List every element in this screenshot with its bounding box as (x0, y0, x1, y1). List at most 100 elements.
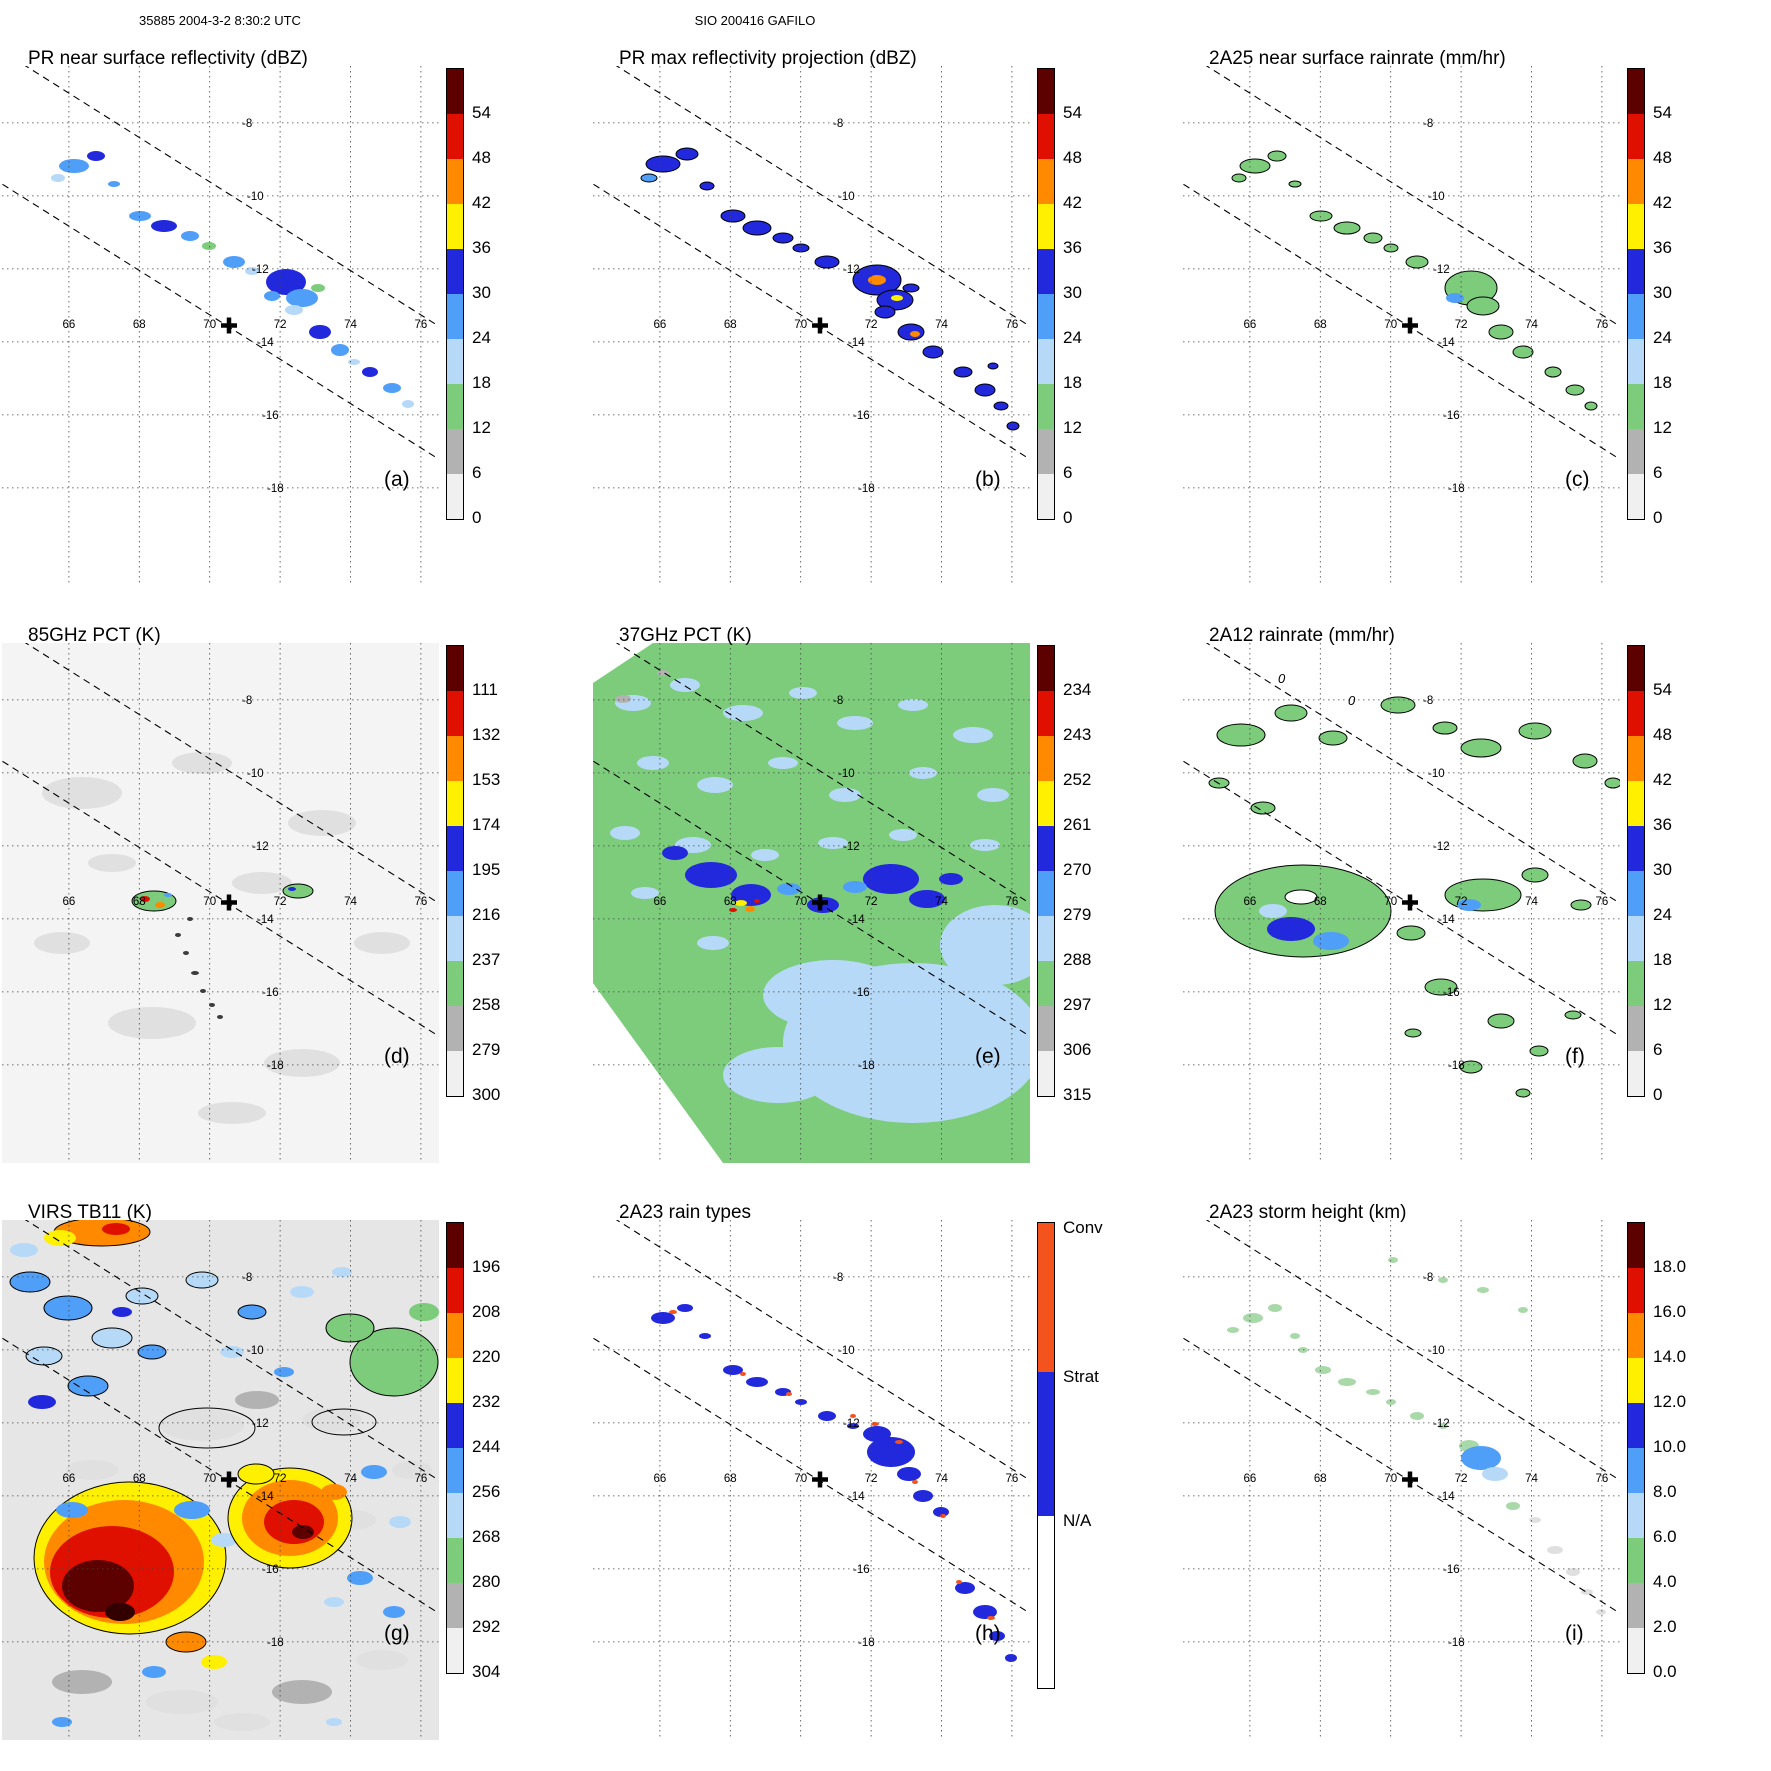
data-blob (66, 1460, 118, 1480)
geo-label: -18 (858, 483, 875, 495)
geo-label: 76 (1596, 319, 1609, 331)
geo-label: 66 (654, 319, 667, 331)
swath-edge-line (562, 1318, 1064, 1635)
swath-edge-line (562, 1185, 1064, 1502)
data-blob (1564, 1010, 1582, 1020)
colorbar-segment (1628, 1628, 1644, 1673)
colorbar-segment (447, 646, 463, 691)
data-blob (383, 1606, 405, 1618)
panel-letter: (b) (975, 468, 1001, 491)
colorbar-segment (1038, 384, 1054, 429)
panel-title: 85GHz PCT (K) (28, 625, 161, 646)
colorbar-segment (1038, 1223, 1054, 1372)
colorbar-segment (447, 114, 463, 159)
map-canvas: 66 68 70 72 74 76 -8 -10 -12 -14 -16 -18 (1152, 31, 1654, 586)
data-blob (25, 1346, 63, 1366)
data-blob (1596, 1609, 1606, 1615)
data-blob (792, 243, 810, 253)
data-blob (1239, 158, 1271, 174)
geo-label: 76 (1596, 1473, 1609, 1485)
data-blob (912, 1480, 918, 1484)
storm-center-cross (1402, 1471, 1418, 1488)
panel-letter: (i) (1565, 1622, 1584, 1645)
colorbar-tick-label: 288 (1063, 950, 1092, 969)
swath-edge-line (562, 608, 1064, 925)
geo-label: -8 (833, 118, 843, 130)
data-blob (1268, 1304, 1282, 1312)
data-blob (34, 932, 90, 954)
colorbar-segment (1628, 1583, 1644, 1628)
geo-label: 76 (415, 1473, 428, 1485)
data-blob (837, 716, 873, 730)
geo-label: -18 (267, 1060, 284, 1072)
colorbar-segment (1628, 1051, 1644, 1096)
colorbar-tick-label: 18.0 (1653, 1257, 1687, 1276)
colorbar-tick-label: 4.0 (1653, 1572, 1677, 1591)
geo-label: 74 (1525, 319, 1538, 331)
map-svg: 66 68 70 72 74 76 -8 -10 -12 -14 -16 -18 (562, 31, 1064, 586)
data-blob (786, 1392, 792, 1396)
geo-label: 70 (203, 319, 216, 331)
data-blob (288, 810, 356, 836)
geo-label: -12 (1433, 841, 1450, 853)
data-blob (1259, 904, 1287, 918)
data-blob (237, 1463, 275, 1485)
data-blob (324, 1597, 344, 1607)
geo-label: 72 (274, 1473, 287, 1485)
colorbar-segment (447, 1583, 463, 1628)
colorbar-tick-label: 6 (472, 463, 482, 482)
geo-label: -12 (252, 264, 269, 276)
colorbar-tick-label: 6 (1653, 463, 1663, 482)
data-blob (1482, 1467, 1508, 1481)
geo-label: 66 (1244, 319, 1257, 331)
colorbar-tick-label: 153 (472, 770, 501, 789)
data-blob (970, 839, 1000, 851)
geo-label: -10 (247, 768, 264, 780)
data-blob (245, 267, 259, 275)
swath-edge-line (0, 182, 473, 481)
geo-label: -12 (252, 841, 269, 853)
swath-edge-line (562, 31, 1064, 348)
data-blob (1214, 864, 1392, 958)
geo-label: -12 (843, 264, 860, 276)
geo-label: -10 (838, 768, 855, 780)
colorbar-tick-label: 36 (1653, 815, 1672, 834)
colorbar-segment (1628, 1006, 1644, 1051)
colorbar-segment (447, 429, 463, 474)
map-canvas: 66 68 70 72 74 76 -8 -10 -12 -14 -16 -18 (1152, 1185, 1654, 1740)
colorbar-tick-label: 0 (1063, 508, 1073, 527)
colorbar-tick-label: 36 (472, 238, 491, 257)
data-blob (795, 1399, 807, 1405)
data-blob (349, 1327, 439, 1397)
colorbar: 234 243 252 261 270 279 288 297 306 315 (1037, 645, 1177, 1165)
data-blob (1487, 1013, 1515, 1029)
colorbar-segment (447, 826, 463, 871)
data-blob (326, 1718, 342, 1726)
data-blob (201, 1655, 227, 1669)
data-blob (910, 331, 920, 337)
colorbar-tick-label: 0 (1653, 1085, 1663, 1104)
geo-label: -8 (833, 1272, 843, 1284)
data-blob (615, 695, 631, 703)
geo-label: -16 (1443, 1564, 1460, 1576)
colorbar-tick-label: 12 (472, 418, 491, 437)
data-blob (1267, 917, 1315, 941)
data-blob (175, 933, 181, 937)
map-background (1183, 1220, 1620, 1740)
data-blob (361, 1465, 387, 1479)
data-blob (87, 151, 105, 161)
colorbar-tick-label: 243 (1063, 725, 1092, 744)
data-blob (1366, 1389, 1380, 1395)
data-blob (42, 777, 122, 809)
panel-letter: (d) (384, 1045, 410, 1068)
colorbar-bar (446, 1222, 464, 1674)
geo-label: -18 (267, 483, 284, 495)
geo-label: 74 (935, 1473, 948, 1485)
colorbar-tick-label: 36 (1063, 238, 1082, 257)
data-blob (909, 890, 945, 908)
data-blob (1005, 1654, 1017, 1662)
geo-label: 72 (865, 896, 878, 908)
data-blob (1338, 1378, 1356, 1386)
data-blob (1208, 777, 1230, 789)
colorbar-tick-label: 18 (1063, 373, 1082, 392)
